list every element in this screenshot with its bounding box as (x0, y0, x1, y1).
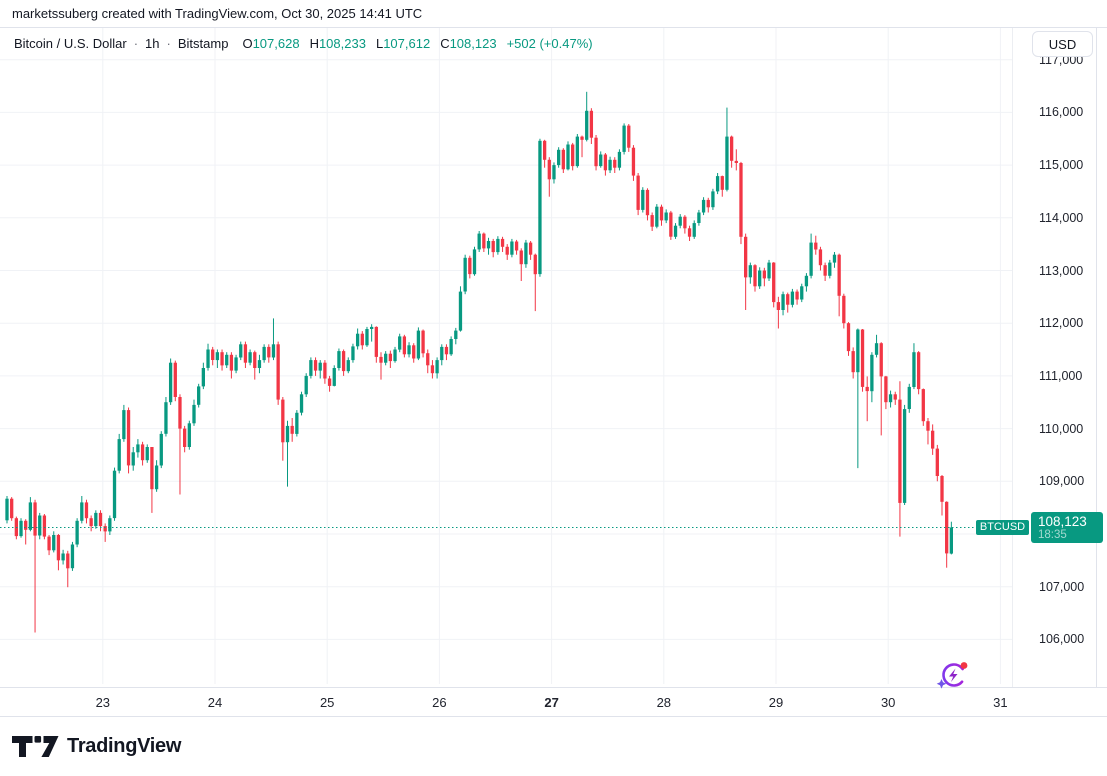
price-tick-label: 116,000 (1039, 105, 1084, 120)
time-tick-label: 26 (432, 695, 447, 710)
time-tick-label: 28 (656, 695, 672, 710)
price-tick-label: 114,000 (1039, 210, 1084, 225)
footer-bar: TradingView (0, 717, 1107, 776)
price-tick-label: 112,000 (1039, 316, 1084, 331)
time-axis[interactable]: 23 24 25 26 27 28 29 30 31 (0, 687, 1107, 717)
flash-refresh-icon[interactable] (934, 655, 972, 693)
ohlc-values: O107,628 H108,233 L107,612 C108,123 (242, 36, 496, 51)
ticker-label: BTCUSD (979, 521, 1026, 533)
symbol-exchange: Bitstamp (177, 36, 229, 51)
bar-countdown: 18:35 (1038, 529, 1067, 541)
time-tick-label: 27 (544, 695, 559, 710)
candles-group (5, 91, 953, 633)
attribution-bar: marketssuberg created with TradingView.c… (0, 0, 1107, 28)
price-scale[interactable]: USD 108,123 18:35 117,000 116,000 115,000 1… (1012, 28, 1107, 687)
time-tick-label: 23 (95, 695, 111, 710)
ohlc-close: C108,123 (440, 36, 497, 51)
tradingview-logo-icon (12, 736, 59, 757)
time-tick-label: 25 (319, 695, 335, 710)
price-tick-label: 115,000 (1039, 158, 1084, 173)
time-tick-label: 29 (768, 695, 784, 710)
gridlines-group (0, 28, 1012, 684)
tradingview-logo[interactable]: TradingView (12, 735, 181, 758)
price-tick-label: 111,000 (1039, 368, 1083, 383)
chart-plot-area[interactable]: Bitcoin / U.S. Dollar · 1h · Bitstamp O1… (0, 28, 1029, 689)
price-tick-label: 110,000 (1039, 421, 1084, 436)
price-change: +502 (+0.47%) (506, 36, 593, 51)
price-tick-label: 109,000 (1039, 474, 1085, 489)
currency-label: USD (1048, 36, 1077, 52)
currency-toggle-button[interactable]: USD (1032, 31, 1093, 57)
last-price-label: 108,123 18:35 (1031, 512, 1103, 543)
time-tick-label: 30 (880, 695, 896, 710)
time-tick-label: 31 (993, 695, 1008, 710)
ohlc-high: H108,233 (309, 36, 366, 51)
last-price-value: 108,123 (1038, 514, 1087, 529)
attribution-text: marketssuberg created with TradingView.c… (12, 6, 423, 21)
legend-separator: · (133, 36, 139, 51)
pane-right-border (1096, 28, 1097, 716)
ticker-price-line-badge: BTCUSD (976, 520, 1029, 535)
price-tick-label: 106,000 (1039, 632, 1085, 647)
ohlc-open: O107,628 (242, 36, 300, 51)
ohlc-low: L107,612 (375, 36, 431, 51)
price-tick-label: 113,000 (1039, 263, 1084, 278)
price-tick-label: 107,000 (1039, 579, 1085, 594)
symbol-name: Bitcoin / U.S. Dollar (14, 36, 127, 51)
symbol-legend: Bitcoin / U.S. Dollar · 1h · Bitstamp O1… (14, 36, 593, 51)
legend-separator: · (166, 36, 171, 51)
symbol-interval: 1h (145, 36, 160, 51)
brand-name: TradingView (67, 735, 182, 757)
candlestick-chart[interactable] (0, 28, 1012, 687)
time-tick-label: 24 (207, 695, 223, 710)
